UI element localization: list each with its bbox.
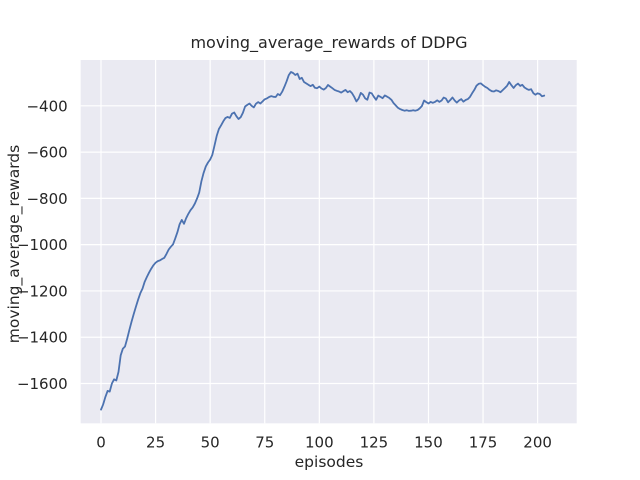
- vertical-gridlines: [100, 60, 539, 424]
- x-axis-tick-labels: 0 25 50 75 100 125 150 175 200: [96, 433, 552, 451]
- reward-line-series: [100, 71, 546, 411]
- svg-text:150: 150: [414, 433, 443, 451]
- svg-text:125: 125: [360, 433, 389, 451]
- x-axis-label: episodes: [294, 453, 364, 471]
- svg-text:−1200: −1200: [17, 282, 68, 300]
- svg-text:0: 0: [96, 433, 106, 451]
- svg-text:25: 25: [146, 433, 165, 451]
- svg-text:−1400: −1400: [17, 329, 68, 347]
- svg-text:−1600: −1600: [17, 375, 68, 393]
- svg-text:175: 175: [469, 433, 498, 451]
- svg-text:100: 100: [305, 433, 334, 451]
- svg-text:−800: −800: [26, 190, 67, 208]
- svg-text:−1000: −1000: [17, 236, 68, 254]
- chart-title: moving_average_rewards of DDPG: [190, 33, 468, 52]
- svg-text:−600: −600: [26, 144, 67, 162]
- y-axis-tick-labels: −400 −600 −800 −1000 −1200 −1400 −1600: [17, 97, 68, 393]
- plot-background: [80, 60, 577, 424]
- svg-text:−400: −400: [26, 97, 67, 115]
- svg-text:75: 75: [255, 433, 274, 451]
- svg-text:200: 200: [523, 433, 552, 451]
- y-axis-label: moving_average_rewards: [5, 144, 23, 344]
- horizontal-gridlines: [80, 105, 577, 385]
- svg-text:50: 50: [201, 433, 220, 451]
